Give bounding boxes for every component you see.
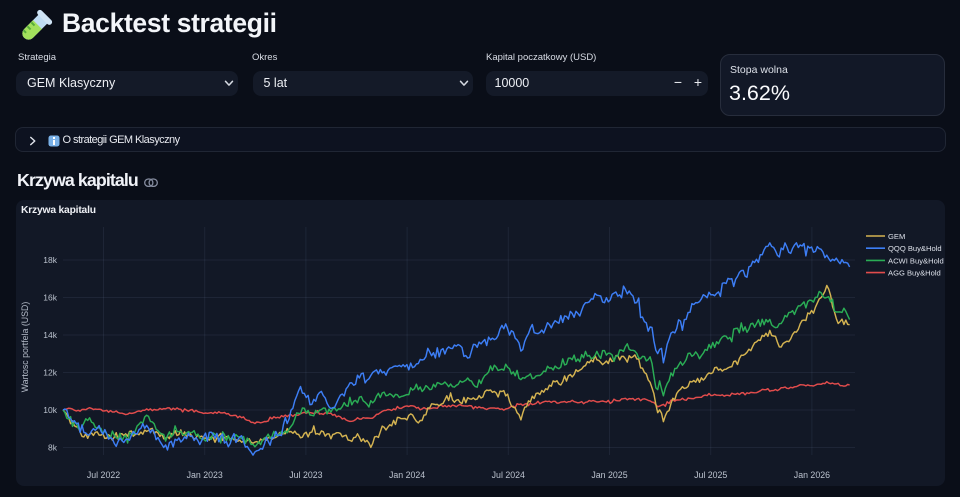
svg-text:Jul 2024: Jul 2024: [492, 470, 525, 480]
svg-text:18k: 18k: [43, 255, 57, 265]
svg-text:Jul 2025: Jul 2025: [694, 470, 727, 480]
svg-text:Jul 2023: Jul 2023: [289, 470, 322, 480]
svg-text:16k: 16k: [43, 293, 57, 303]
svg-text:Wartosc portfela (USD): Wartosc portfela (USD): [20, 302, 30, 393]
svg-text:QQQ Buy&Hold: QQQ Buy&Hold: [888, 244, 942, 253]
svg-text:Jan 2023: Jan 2023: [187, 470, 223, 480]
svg-text:Jan 2025: Jan 2025: [591, 470, 627, 480]
svg-text:Jan 2026: Jan 2026: [794, 470, 830, 480]
svg-text:Jul 2022: Jul 2022: [87, 470, 120, 480]
svg-text:ACWI Buy&Hold: ACWI Buy&Hold: [888, 256, 944, 265]
svg-text:12k: 12k: [43, 368, 57, 378]
svg-text:8k: 8k: [48, 443, 58, 453]
svg-text:AGG Buy&Hold: AGG Buy&Hold: [888, 269, 941, 278]
svg-text:GEM: GEM: [888, 232, 905, 241]
svg-text:Jan 2024: Jan 2024: [389, 470, 425, 480]
svg-text:14k: 14k: [43, 330, 57, 340]
svg-text:10k: 10k: [43, 405, 57, 415]
